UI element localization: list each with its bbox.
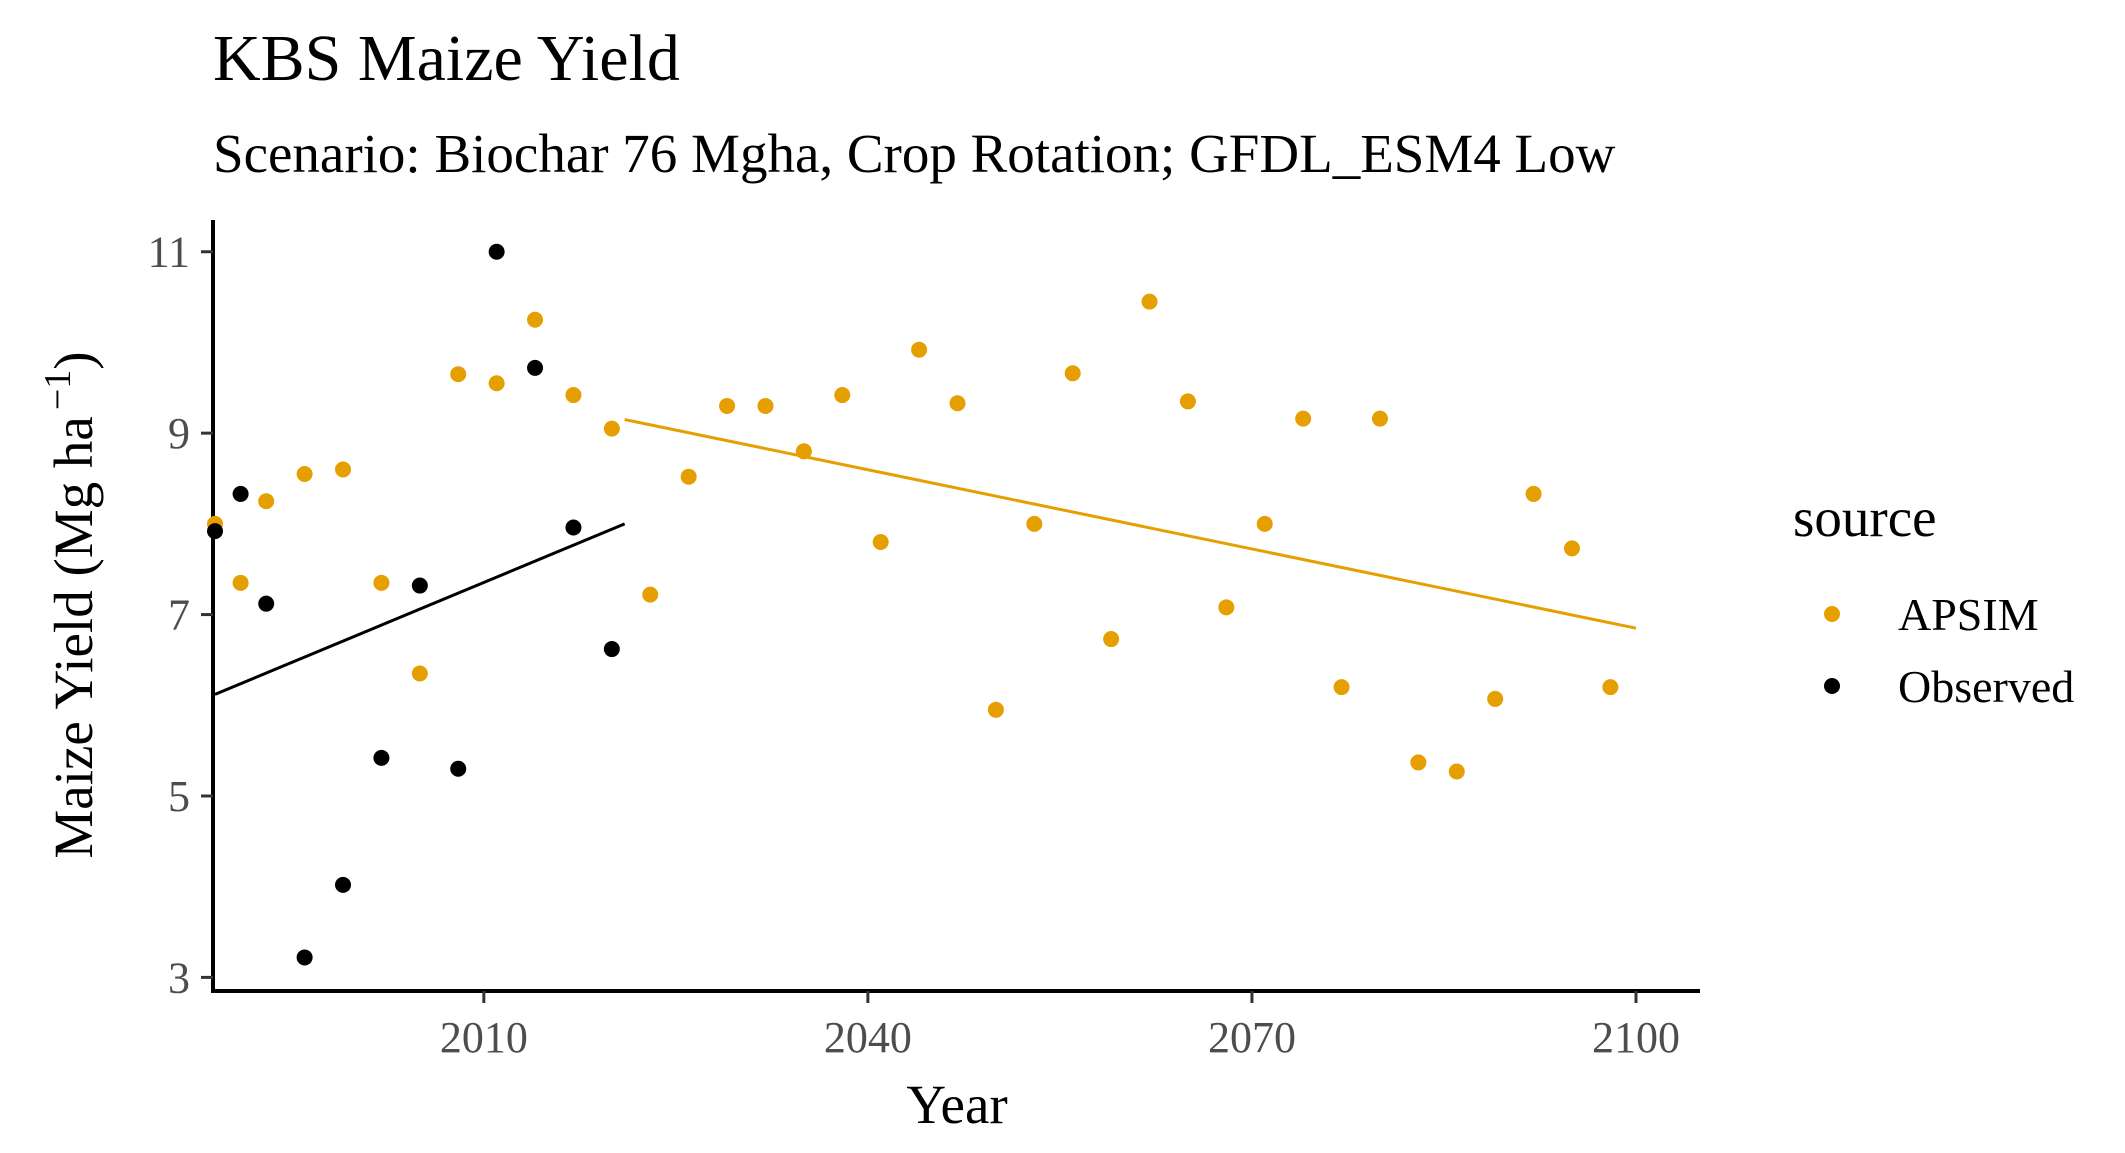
point-apsim — [488, 375, 505, 392]
point-apsim — [680, 468, 697, 485]
point-apsim — [1295, 410, 1312, 427]
point-observed — [603, 641, 620, 658]
point-apsim — [1371, 410, 1388, 427]
point-apsim — [949, 395, 966, 412]
point-observed — [335, 876, 352, 893]
data-points — [207, 243, 1619, 966]
point-observed — [258, 595, 275, 612]
chart-subtitle: Scenario: Biochar 76 Mgha, Crop Rotation… — [213, 123, 1616, 184]
point-observed — [527, 359, 544, 376]
point-observed — [232, 485, 249, 502]
point-apsim — [373, 574, 390, 591]
y-tick-label: 9 — [168, 409, 190, 458]
point-apsim — [296, 465, 313, 482]
point-observed — [373, 749, 390, 766]
point-observed — [296, 949, 313, 966]
x-axis-label: Year — [906, 1074, 1007, 1135]
point-apsim — [1064, 365, 1081, 382]
point-apsim — [1141, 293, 1158, 310]
point-apsim — [258, 493, 275, 510]
legend-label-apsim: APSIM — [1898, 589, 2039, 640]
point-observed — [207, 523, 223, 540]
point-apsim — [1487, 690, 1504, 707]
point-apsim — [795, 443, 812, 460]
point-apsim — [1179, 393, 1196, 410]
legend: source APSIM Observed — [1793, 487, 2074, 712]
point-apsim — [987, 701, 1004, 718]
point-apsim — [603, 420, 620, 437]
point-apsim — [527, 311, 544, 328]
point-observed — [450, 760, 467, 777]
point-apsim — [1103, 631, 1120, 648]
x-tick-label: 2070 — [1208, 1013, 1296, 1062]
point-apsim — [1410, 754, 1427, 771]
point-apsim — [834, 387, 851, 404]
legend-swatch-apsim — [1824, 606, 1840, 622]
point-apsim — [565, 387, 582, 404]
y-tick-label: 5 — [168, 772, 190, 821]
y-axis-label: Maize Yield (Mg ha −1) — [37, 351, 104, 858]
y-tick-label: 11 — [148, 228, 190, 277]
point-apsim — [642, 586, 659, 603]
legend-label-observed: Observed — [1898, 661, 2074, 712]
point-apsim — [1525, 485, 1542, 502]
point-apsim — [911, 341, 928, 358]
y-tick-label: 7 — [168, 591, 190, 640]
x-tick-label: 2100 — [1592, 1013, 1680, 1062]
point-apsim — [1563, 540, 1580, 557]
point-observed — [565, 519, 582, 536]
point-observed — [411, 577, 428, 594]
trend-line-observed — [214, 522, 626, 696]
trend-lines — [214, 418, 1637, 696]
point-apsim — [719, 397, 736, 414]
point-observed — [488, 243, 505, 260]
point-apsim — [1256, 515, 1273, 532]
chart-title: KBS Maize Yield — [213, 22, 680, 95]
legend-swatch-observed — [1824, 678, 1840, 694]
y-tick-label: 3 — [168, 953, 190, 1002]
y-axis-label-close: ) — [43, 351, 104, 369]
point-apsim — [1026, 515, 1043, 532]
point-apsim — [232, 574, 249, 591]
point-apsim — [872, 534, 889, 551]
legend-title: source — [1793, 487, 1937, 548]
point-apsim — [450, 366, 467, 383]
point-apsim — [757, 397, 774, 414]
y-axis-ticks: 3 5 7 9 11 — [148, 228, 213, 1002]
x-tick-label: 2040 — [824, 1013, 912, 1062]
x-tick-label: 2010 — [440, 1013, 528, 1062]
y-axis-label-main: Maize Yield (Mg ha — [43, 416, 104, 858]
plot-panel: 3 5 7 9 11 2010 2040 2070 2100 — [148, 220, 1700, 1062]
point-apsim — [1218, 599, 1235, 616]
x-axis-ticks: 2010 2040 2070 2100 — [440, 991, 1680, 1062]
trend-line-apsim — [624, 418, 1637, 630]
point-apsim — [1602, 679, 1619, 696]
y-axis-label-superscript: −1 — [37, 370, 79, 410]
point-apsim — [411, 665, 428, 682]
point-apsim — [335, 461, 352, 478]
point-apsim — [1448, 763, 1465, 780]
point-apsim — [1333, 679, 1350, 696]
